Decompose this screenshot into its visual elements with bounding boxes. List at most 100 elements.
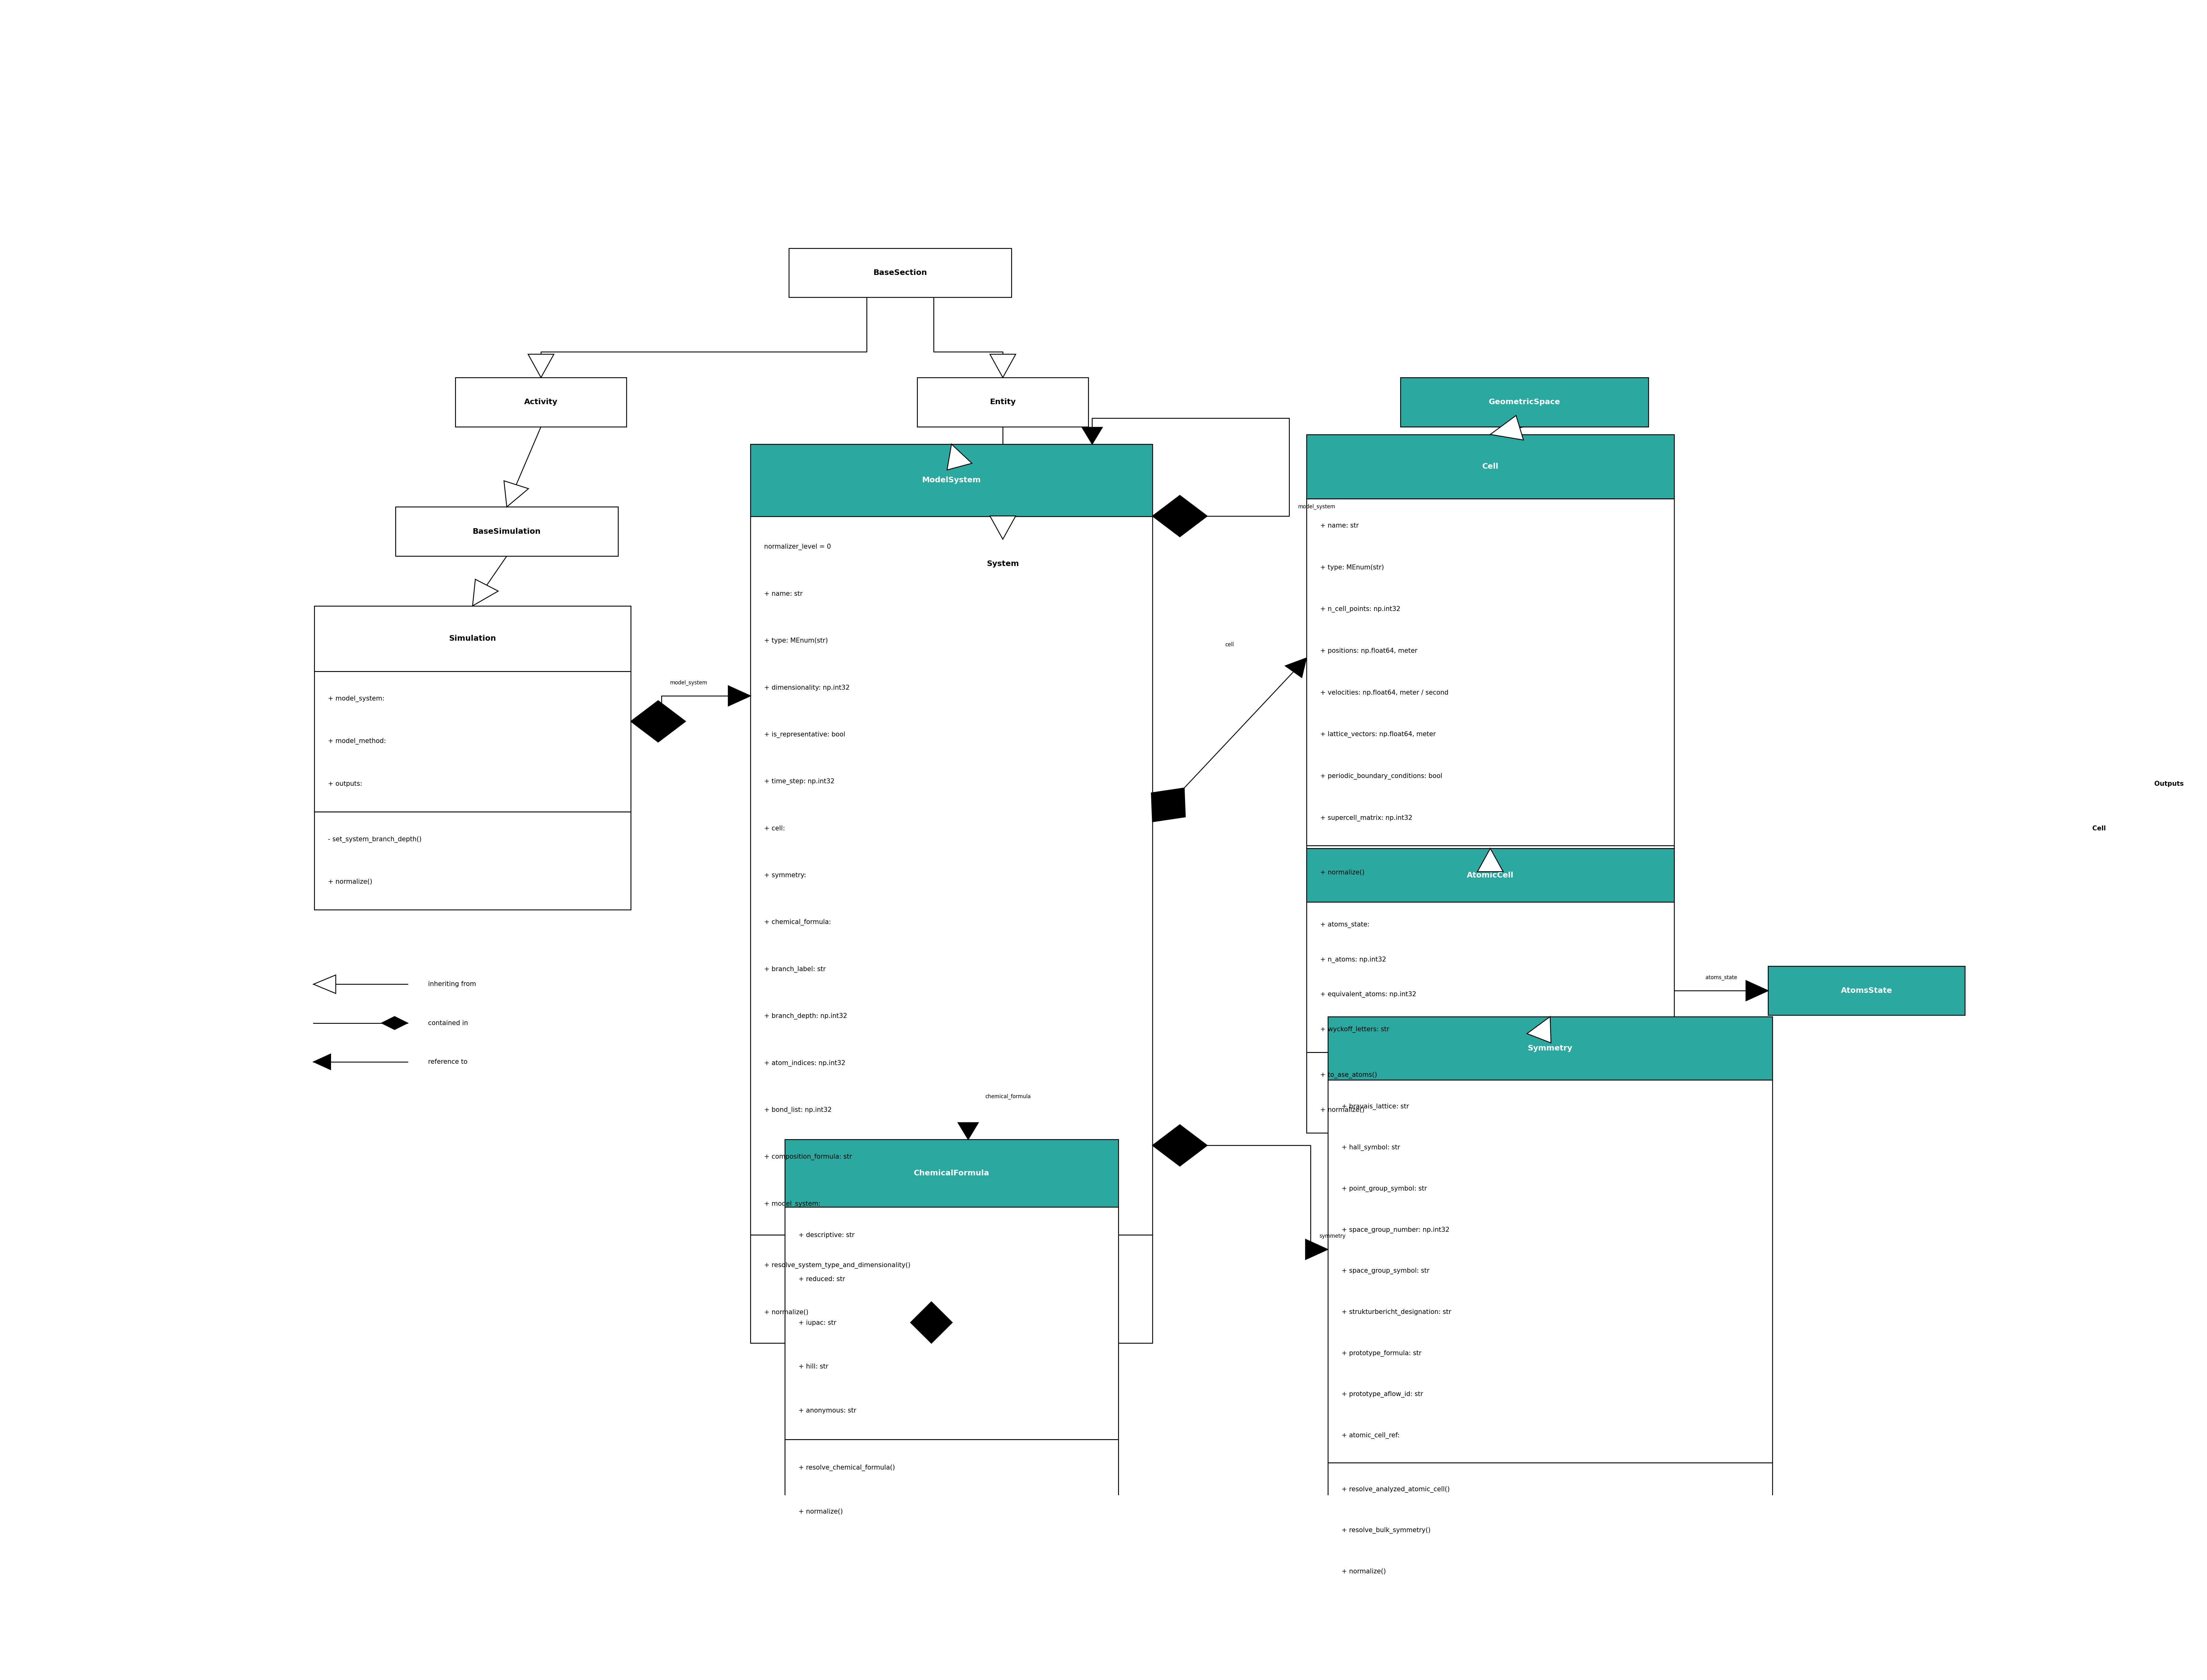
Text: + composition_formula: str: + composition_formula: str bbox=[764, 1154, 852, 1161]
Text: + atomic_cell_ref:: + atomic_cell_ref: bbox=[1342, 1433, 1401, 1438]
Text: + normalize(): + normalize() bbox=[799, 1509, 843, 1515]
Text: Cell: Cell bbox=[1483, 464, 1499, 470]
Bar bbox=[918, 539, 1088, 588]
Text: + branch_depth: np.int32: + branch_depth: np.int32 bbox=[764, 1013, 847, 1020]
Bar bbox=[786, 1440, 1119, 1541]
Polygon shape bbox=[911, 1302, 951, 1344]
Text: + n_atoms: np.int32: + n_atoms: np.int32 bbox=[1320, 956, 1386, 963]
Text: + iupac: str: + iupac: str bbox=[799, 1320, 836, 1326]
Text: + lattice_vectors: np.float64, meter: + lattice_vectors: np.float64, meter bbox=[1320, 731, 1437, 738]
Text: - set_system_branch_depth(): - set_system_branch_depth() bbox=[329, 837, 422, 843]
Bar bbox=[455, 378, 627, 427]
Text: + resolve_chemical_formula(): + resolve_chemical_formula() bbox=[799, 1465, 894, 1472]
Text: Cell: Cell bbox=[2092, 825, 2105, 832]
Text: + normalize(): + normalize() bbox=[1342, 1569, 1386, 1574]
Polygon shape bbox=[1490, 415, 1523, 440]
Text: AtomicCell: AtomicCell bbox=[1468, 872, 1514, 879]
Text: inheriting from: inheriting from bbox=[428, 981, 477, 988]
Polygon shape bbox=[631, 701, 686, 743]
Bar bbox=[1307, 435, 1675, 499]
Text: + supercell_matrix: np.int32: + supercell_matrix: np.int32 bbox=[1320, 815, 1412, 822]
Bar bbox=[1307, 845, 1675, 900]
Polygon shape bbox=[503, 480, 527, 507]
Text: + hill: str: + hill: str bbox=[799, 1364, 828, 1369]
Text: + model_system:: + model_system: bbox=[329, 696, 386, 702]
Text: chemical_formula: chemical_formula bbox=[984, 1094, 1031, 1099]
Text: + name: str: + name: str bbox=[1320, 522, 1360, 529]
Bar bbox=[790, 249, 1011, 297]
Bar bbox=[313, 672, 631, 811]
Bar bbox=[1329, 1463, 1772, 1599]
Text: BaseSection: BaseSection bbox=[874, 269, 927, 277]
Bar bbox=[313, 606, 631, 672]
Text: + time_step: np.int32: + time_step: np.int32 bbox=[764, 778, 834, 785]
Text: + space_group_symbol: str: + space_group_symbol: str bbox=[1342, 1268, 1430, 1275]
Polygon shape bbox=[1152, 496, 1207, 538]
Text: + prototype_formula: str: + prototype_formula: str bbox=[1342, 1351, 1421, 1356]
Text: + atom_indices: np.int32: + atom_indices: np.int32 bbox=[764, 1060, 845, 1067]
Polygon shape bbox=[1284, 659, 1307, 677]
Text: + positions: np.float64, meter: + positions: np.float64, meter bbox=[1320, 648, 1417, 654]
Text: + chemical_formula:: + chemical_formula: bbox=[764, 919, 834, 926]
Text: + to_ase_atoms(): + to_ase_atoms() bbox=[1320, 1072, 1377, 1079]
Bar bbox=[750, 444, 1152, 516]
Polygon shape bbox=[1527, 1016, 1552, 1043]
Text: + resolve_system_type_and_dimensionality(): + resolve_system_type_and_dimensionality… bbox=[764, 1262, 911, 1268]
Bar bbox=[786, 1139, 1119, 1206]
Text: + model_method:: + model_method: bbox=[329, 738, 388, 744]
Polygon shape bbox=[1307, 1240, 1329, 1260]
Text: + reduced: str: + reduced: str bbox=[799, 1277, 845, 1282]
Bar bbox=[918, 378, 1088, 427]
Bar bbox=[1307, 848, 1675, 902]
Polygon shape bbox=[382, 1016, 408, 1030]
Text: + outputs:: + outputs: bbox=[329, 781, 364, 786]
Polygon shape bbox=[527, 354, 554, 378]
Bar bbox=[1307, 499, 1675, 845]
Text: reference to: reference to bbox=[428, 1058, 468, 1065]
Bar bbox=[750, 1235, 1152, 1344]
Text: model_system: model_system bbox=[1298, 504, 1335, 509]
Text: Entity: Entity bbox=[989, 398, 1015, 407]
Text: GeometricSpace: GeometricSpace bbox=[1490, 398, 1560, 407]
Text: + bravais_lattice: str: + bravais_lattice: str bbox=[1342, 1104, 1408, 1110]
Text: Activity: Activity bbox=[525, 398, 558, 407]
Bar bbox=[786, 1206, 1119, 1440]
Text: + atoms_state:: + atoms_state: bbox=[1320, 922, 1371, 927]
Text: + point_group_symbol: str: + point_group_symbol: str bbox=[1342, 1186, 1428, 1193]
Polygon shape bbox=[1081, 427, 1101, 444]
Text: + type: MEnum(str): + type: MEnum(str) bbox=[1320, 564, 1384, 571]
Polygon shape bbox=[728, 685, 750, 706]
Text: + normalize(): + normalize() bbox=[764, 1309, 808, 1315]
Polygon shape bbox=[958, 1122, 978, 1139]
Text: contained in: contained in bbox=[428, 1020, 468, 1026]
Text: + normalize(): + normalize() bbox=[1320, 1107, 1364, 1114]
Text: BaseSimulation: BaseSimulation bbox=[472, 528, 541, 536]
Text: AtomsState: AtomsState bbox=[1841, 986, 1891, 995]
Polygon shape bbox=[1746, 981, 1768, 1001]
Polygon shape bbox=[313, 974, 335, 993]
Text: + bond_list: np.int32: + bond_list: np.int32 bbox=[764, 1107, 832, 1114]
Text: model_system: model_system bbox=[671, 680, 708, 685]
Bar bbox=[1768, 966, 1964, 1015]
Text: + space_group_number: np.int32: + space_group_number: np.int32 bbox=[1342, 1226, 1450, 1233]
Text: + resolve_bulk_symmetry(): + resolve_bulk_symmetry() bbox=[1342, 1527, 1430, 1534]
Polygon shape bbox=[1476, 848, 1503, 872]
Text: + equivalent_atoms: np.int32: + equivalent_atoms: np.int32 bbox=[1320, 991, 1417, 998]
Bar bbox=[1307, 1052, 1675, 1132]
Text: + normalize(): + normalize() bbox=[329, 879, 373, 885]
Text: + is_representative: bool: + is_representative: bool bbox=[764, 731, 845, 738]
Bar bbox=[395, 507, 618, 556]
Polygon shape bbox=[1152, 788, 1185, 822]
Polygon shape bbox=[1152, 1124, 1207, 1166]
Polygon shape bbox=[947, 444, 971, 470]
Text: System: System bbox=[987, 559, 1020, 568]
Text: Simulation: Simulation bbox=[448, 635, 497, 642]
Text: + hall_symbol: str: + hall_symbol: str bbox=[1342, 1144, 1399, 1151]
Text: + anonymous: str: + anonymous: str bbox=[799, 1408, 856, 1413]
Text: + branch_label: str: + branch_label: str bbox=[764, 966, 825, 973]
Text: normalizer_level = 0: normalizer_level = 0 bbox=[764, 544, 832, 549]
Text: + descriptive: str: + descriptive: str bbox=[799, 1231, 854, 1238]
Text: + dimensionality: np.int32: + dimensionality: np.int32 bbox=[764, 684, 850, 690]
Bar bbox=[1329, 1016, 1772, 1080]
Text: Outputs: Outputs bbox=[2154, 781, 2183, 786]
